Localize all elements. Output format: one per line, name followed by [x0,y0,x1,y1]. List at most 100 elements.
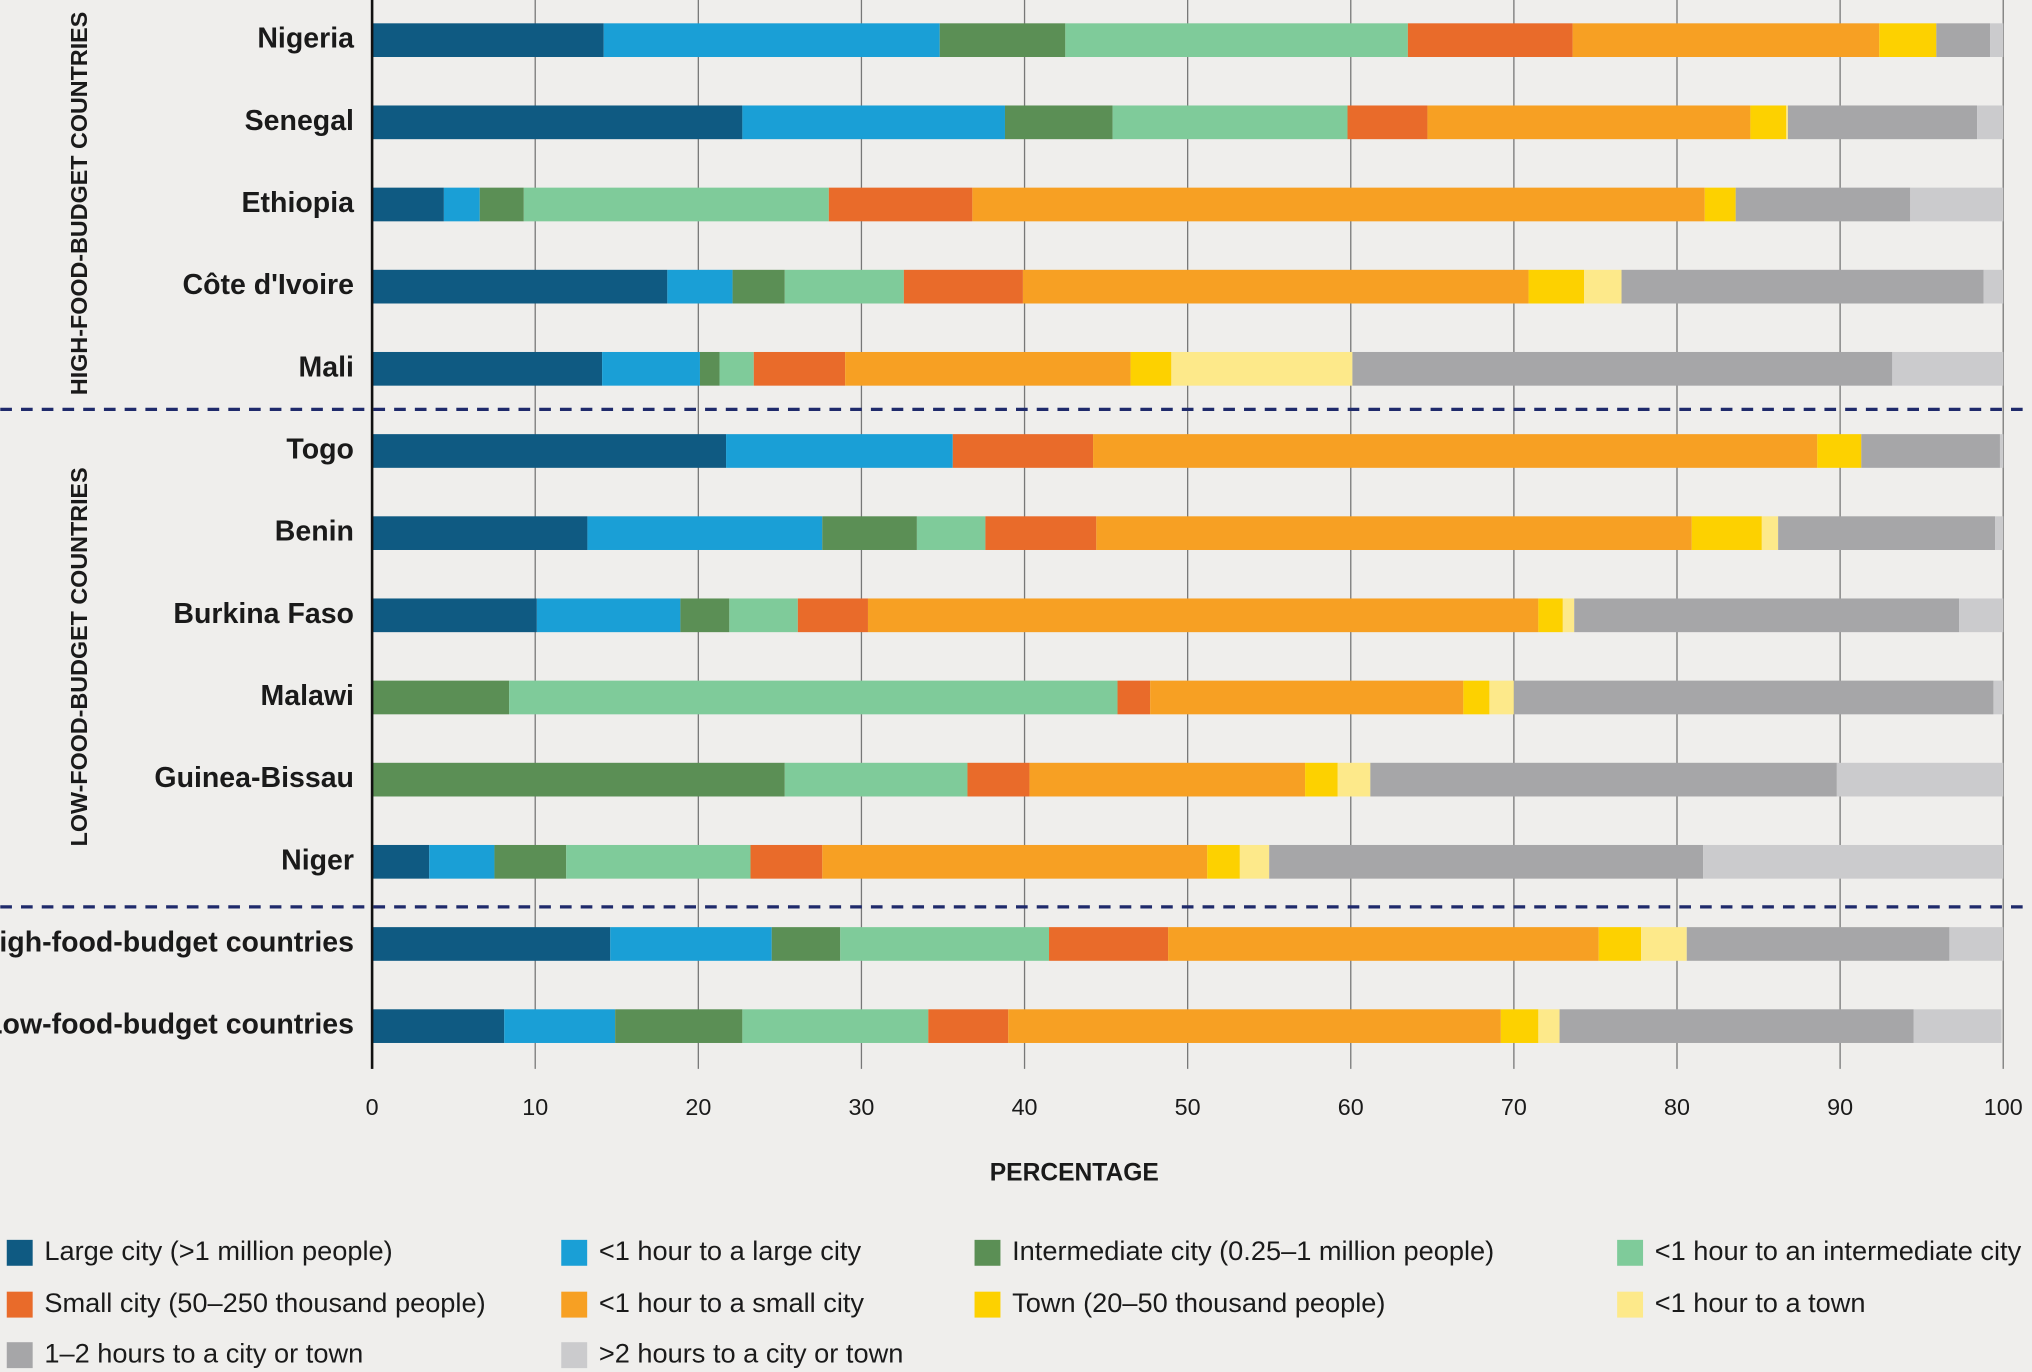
y-tick-label: Low-food-budget countries [0,1009,354,1041]
bar-segment [1999,434,2004,468]
bar-segment [1735,187,1911,222]
x-tick-label: 0 [366,1094,379,1120]
bar-segment [1990,23,2004,58]
bar-segment [840,927,1050,961]
bar-segment [504,1009,616,1043]
bar-segment [1761,516,1779,550]
bar-segment [1022,269,1529,304]
x-tick-label: 40 [1012,1094,1038,1120]
bar-segment [828,187,973,222]
bar-segment [1936,23,1991,58]
bar-segment [1168,927,1599,961]
bar-segment [1621,269,1984,304]
bar-segment [771,927,841,961]
bar-segment [1584,269,1622,304]
bar-segment [845,351,1131,386]
bar-segment [429,844,495,879]
bar-segment [1704,187,1736,222]
bar-segment [928,1009,1009,1043]
bar-segment [372,187,444,222]
bar-segment [1691,516,1762,550]
bar-segment [372,351,603,386]
bar-segment [1117,680,1151,715]
y-tick-label: Niger [281,844,354,876]
legend-swatch [974,1291,1001,1318]
bar-segment [1686,927,1950,961]
y-tick-label: Ethiopia [242,187,356,219]
bar-segment [1463,680,1490,715]
bar-segment [1977,105,2004,140]
bar-segment [1786,105,1788,140]
bar-segment [1207,844,1240,879]
bar-segment [1562,598,1575,633]
bar-segment [1427,105,1751,140]
bar-segment [1778,516,1996,550]
bar-segment [1572,23,1880,58]
legend-swatch [561,1342,588,1369]
bar-segment [699,351,720,386]
y-tick-label: High-food-budget countries [0,927,354,959]
bar-segment [985,516,1097,550]
legend-swatch [561,1291,588,1318]
bars [372,23,2004,1043]
bar-segment [372,844,430,879]
x-tick-label: 80 [1664,1094,1690,1120]
bar-segment [952,434,1094,468]
bar-segment [1959,598,2004,633]
bar-segment [1538,1009,1560,1043]
bar-segment [494,844,567,879]
y-tick-label: Nigeria [257,23,355,55]
bar-segment [1513,680,1994,715]
bar-segment [1892,351,2004,386]
bar-segment [1750,105,1787,140]
legend-swatch [6,1342,33,1369]
y-tick-label: Malawi [261,680,354,712]
bar-segment [1993,680,2004,715]
bar-segment [372,434,727,468]
bar-segment [1112,105,1348,140]
bar-segment [372,762,785,797]
legend-swatch [974,1239,1001,1266]
y-tick-label: Mali [299,351,354,383]
x-tick-label: 30 [848,1094,874,1120]
legend-label: >2 hours to a city or town [599,1337,904,1368]
bar-segment [742,1009,929,1043]
y-tick-label: Côte d'Ivoire [182,269,353,301]
bar-segment [1787,105,1978,140]
legend-label: Intermediate city (0.25–1 million people… [1012,1235,1494,1266]
bar-segment [1574,598,1960,633]
bar-segment [372,927,611,961]
x-axis-title: PERCENTAGE [990,1159,1159,1186]
y-tick-label: Senegal [245,105,354,137]
bar-segment [903,269,1023,304]
bar-segment [1995,516,2004,550]
legend-label: Small city (50–250 thousand people) [44,1287,485,1318]
bar-segment [1817,434,1862,468]
bar-segment [372,105,743,140]
bar-segment [566,844,751,879]
bar-segment [1096,516,1692,550]
bar-segment [729,598,798,633]
bar-segment [587,516,823,550]
bar-segment [479,187,524,222]
legend-label: <1 hour to an intermediate city [1655,1235,2022,1266]
bar-segment [719,351,754,386]
bar-segment [1352,351,1893,386]
bar-segment [1489,680,1514,715]
bar-segment [443,187,480,222]
bar-segment [372,680,510,715]
bar-segment [1983,269,2004,304]
bar-segment [1171,351,1353,386]
bar-segment [372,23,604,58]
bar-segment [523,187,829,222]
bar-segment [726,434,953,468]
bar-segment [1500,1009,1539,1043]
bar-segment [916,516,986,550]
bar-segment [1065,23,1408,58]
bar-segment [822,516,917,550]
bar-segment [1093,434,1818,468]
legend-swatch [6,1291,33,1318]
bar-segment [1269,844,1704,879]
x-tick-label: 100 [1984,1094,2023,1120]
